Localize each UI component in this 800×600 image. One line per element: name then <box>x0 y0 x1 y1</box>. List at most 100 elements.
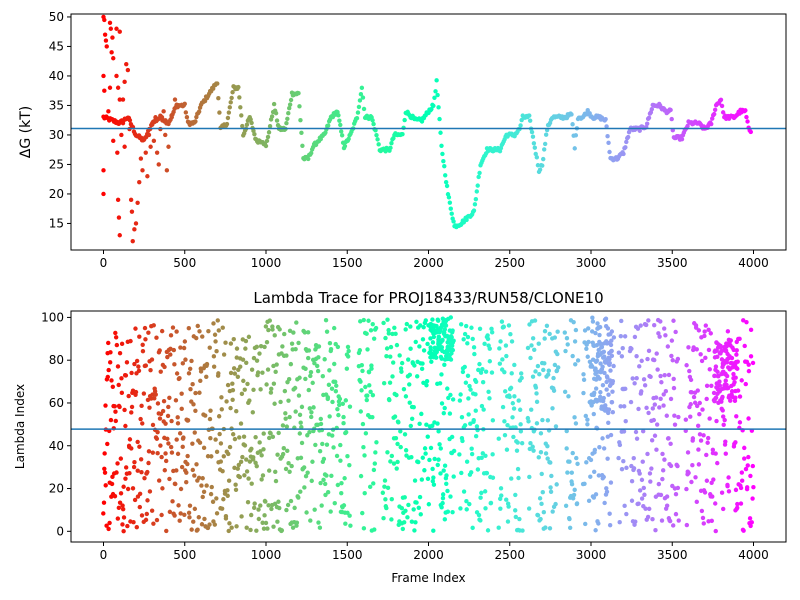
data-point <box>101 191 106 197</box>
data-point <box>284 507 289 513</box>
data-point <box>206 328 211 334</box>
data-point <box>542 361 547 366</box>
data-point <box>598 394 603 400</box>
data-point <box>272 401 277 406</box>
data-point <box>534 391 539 396</box>
data-point <box>119 390 125 396</box>
data-point <box>238 459 244 465</box>
data-point <box>478 370 484 375</box>
data-point <box>148 367 153 373</box>
data-point <box>588 457 594 463</box>
data-point <box>700 407 705 412</box>
data-point <box>368 328 374 333</box>
data-point <box>504 353 509 359</box>
data-point <box>513 508 518 513</box>
data-point <box>151 138 157 144</box>
data-point <box>718 344 724 350</box>
data-point <box>114 470 119 475</box>
data-point <box>296 495 301 500</box>
x-tick-label: 500 <box>173 256 196 270</box>
data-point <box>412 528 417 533</box>
data-point <box>416 505 421 510</box>
data-point <box>284 424 290 429</box>
data-point <box>236 462 241 468</box>
data-point <box>623 145 628 150</box>
data-point <box>531 141 537 146</box>
data-point <box>159 328 165 334</box>
data-point <box>480 380 486 385</box>
data-point <box>103 483 108 488</box>
data-point <box>575 461 580 467</box>
data-point <box>552 362 558 368</box>
data-point <box>197 329 202 334</box>
data-point <box>104 523 109 528</box>
data-point <box>123 465 129 470</box>
data-point <box>110 474 115 480</box>
data-point <box>719 103 725 109</box>
data-point <box>364 397 369 403</box>
data-point <box>685 123 690 129</box>
data-point <box>409 519 415 524</box>
data-point <box>462 423 468 428</box>
data-point <box>121 484 126 489</box>
data-point <box>208 491 214 497</box>
data-point <box>593 528 598 533</box>
data-point <box>322 357 327 362</box>
data-point <box>193 390 198 396</box>
data-point <box>166 144 171 149</box>
data-point <box>468 470 474 475</box>
data-point <box>264 382 269 387</box>
data-point <box>724 373 730 379</box>
data-point <box>114 342 120 348</box>
data-point <box>483 369 489 374</box>
data-point <box>409 416 415 422</box>
data-point <box>534 421 540 426</box>
data-point <box>332 325 337 331</box>
data-point <box>177 518 182 523</box>
data-point <box>744 485 750 490</box>
y-tick-label: 25 <box>49 157 64 171</box>
data-point <box>439 372 444 377</box>
data-point <box>266 130 272 135</box>
data-point <box>662 326 667 331</box>
data-point <box>594 358 600 363</box>
data-point <box>105 441 110 447</box>
data-point <box>704 478 710 483</box>
data-point <box>302 485 307 490</box>
data-point <box>653 527 658 533</box>
data-point <box>413 520 418 525</box>
data-point <box>731 371 736 377</box>
data-point <box>737 336 742 342</box>
data-point <box>398 444 403 450</box>
data-point <box>574 501 580 506</box>
data-point <box>220 469 225 474</box>
data-point <box>477 170 482 176</box>
data-point <box>623 386 628 392</box>
data-point <box>153 392 158 397</box>
data-point <box>259 453 264 458</box>
data-point <box>398 429 403 434</box>
data-point <box>742 456 747 461</box>
data-point <box>642 492 647 497</box>
data-point <box>665 344 671 349</box>
data-point <box>115 461 120 466</box>
data-point <box>640 429 646 434</box>
data-point <box>661 392 666 397</box>
data-point <box>697 432 703 437</box>
data-point <box>169 418 174 424</box>
data-point <box>424 378 430 384</box>
data-point <box>540 163 545 168</box>
data-point <box>142 475 147 481</box>
data-point <box>332 500 337 506</box>
data-point <box>275 519 280 524</box>
data-point <box>381 380 387 386</box>
data-point <box>417 421 422 427</box>
data-point <box>193 119 198 124</box>
data-point <box>213 437 218 442</box>
data-point <box>721 414 726 419</box>
data-point <box>556 365 561 370</box>
lambda-y-axis-label: Lambda Index <box>13 384 27 469</box>
data-point <box>608 368 613 373</box>
data-point <box>335 406 340 412</box>
data-point <box>233 482 238 487</box>
